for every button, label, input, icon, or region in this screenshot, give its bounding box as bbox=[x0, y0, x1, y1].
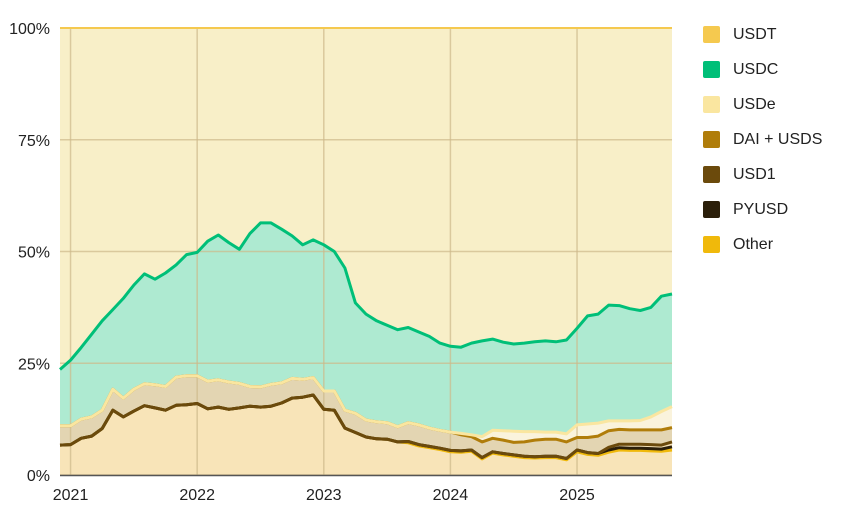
line-usd1 bbox=[59, 393, 673, 460]
y-tick-label: 50% bbox=[18, 245, 50, 262]
line-usdc bbox=[59, 221, 673, 371]
legend-swatch bbox=[703, 96, 720, 113]
legend-swatch bbox=[703, 61, 720, 78]
y-axis-ticks: 0% 25% 50% 75% 100% bbox=[9, 21, 50, 485]
legend-swatch bbox=[703, 166, 720, 183]
x-tick-label: 2021 bbox=[53, 487, 89, 504]
y-tick-label: 0% bbox=[27, 468, 50, 485]
area-usdc bbox=[60, 222, 672, 437]
legend-label: DAI + USDS bbox=[733, 130, 823, 148]
y-tick-label: 100% bbox=[9, 21, 50, 38]
legend-swatch bbox=[703, 201, 720, 218]
x-tick-label: 2024 bbox=[433, 487, 469, 504]
series-lines bbox=[59, 27, 673, 462]
y-tick-label: 75% bbox=[18, 133, 50, 150]
x-tick-label: 2022 bbox=[179, 487, 215, 504]
area-fills bbox=[60, 28, 672, 475]
line-usde bbox=[60, 374, 673, 439]
legend-label: USDT bbox=[733, 25, 777, 43]
legend-item-other: Other bbox=[703, 227, 822, 262]
legend-label: USD1 bbox=[733, 165, 776, 183]
legend-item-dai-usds: DAI + USDS bbox=[703, 122, 822, 157]
x-axis-ticks: 2021 2022 2023 2024 2025 bbox=[53, 487, 595, 504]
legend-item-pyusd: PYUSD bbox=[703, 192, 822, 227]
area-dai-usds bbox=[60, 375, 672, 459]
legend-swatch bbox=[703, 236, 720, 253]
legend-label: PYUSD bbox=[733, 200, 789, 218]
legend-swatch bbox=[703, 26, 720, 43]
legend-item-usdt: USDT bbox=[703, 17, 822, 52]
area-usdt bbox=[60, 28, 672, 370]
y-tick-label: 25% bbox=[18, 356, 50, 373]
x-tick-label: 2025 bbox=[559, 487, 595, 504]
area-other bbox=[60, 395, 672, 475]
legend-label: USDC bbox=[733, 60, 779, 78]
legend-label: USDe bbox=[733, 95, 776, 113]
x-tick-label: 2023 bbox=[306, 487, 342, 504]
legend: USDT USDC USDe DAI + USDS USD1 PYUSD Other bbox=[703, 17, 822, 262]
legend-item-usde: USDe bbox=[703, 87, 822, 122]
legend-swatch bbox=[703, 131, 720, 148]
legend-item-usdc: USDC bbox=[703, 52, 822, 87]
legend-item-usd1: USD1 bbox=[703, 157, 822, 192]
legend-label: Other bbox=[733, 235, 774, 253]
